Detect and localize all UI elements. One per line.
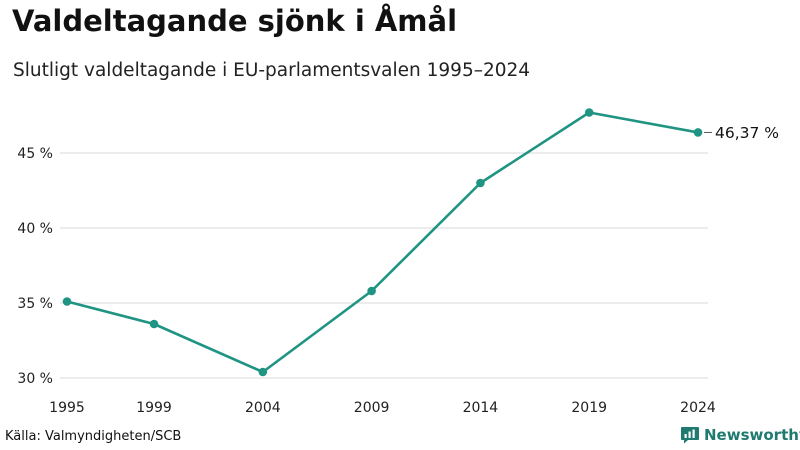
end-value-label: 46,37 % (715, 124, 779, 142)
y-tick-label: 45 % (17, 146, 53, 162)
brand-logo: Newsworthy (680, 426, 800, 444)
chart-title: Valdeltagande sjönk i Åmål (12, 4, 458, 38)
x-tick-label: 2024 (680, 400, 716, 416)
x-tick-label: 2014 (463, 400, 499, 416)
data-point (149, 319, 159, 329)
x-axis-labels: 1995 1999 2004 2009 2014 2019 2024 (49, 400, 716, 416)
y-axis-labels: 30 % 35 % 40 % 45 % (17, 146, 53, 387)
data-point (693, 128, 703, 137)
y-tick-label: 40 % (17, 221, 53, 237)
chart-subtitle: Slutligt valdeltagande i EU-parlamentsva… (13, 60, 531, 81)
x-tick-label: 2009 (354, 400, 390, 416)
data-labels: 46,37 % (704, 124, 779, 142)
y-tick-label: 35 % (17, 296, 53, 312)
gridlines (60, 152, 708, 379)
data-point (584, 108, 594, 117)
series-line (65, 111, 700, 374)
x-tick-label: 2004 (245, 400, 281, 416)
x-tick-label: 1995 (49, 400, 85, 416)
data-point (258, 367, 268, 377)
brand-name: Newsworthy (704, 426, 800, 444)
data-point (367, 286, 376, 296)
y-tick-label: 30 % (17, 371, 53, 387)
x-tick-label: 2019 (571, 400, 607, 416)
x-tick-label: 1999 (136, 400, 172, 416)
data-point (62, 297, 72, 306)
newsworthy-icon (681, 427, 699, 444)
source-note: Källa: Valmyndigheten/SCB (5, 429, 182, 444)
series-layer (62, 108, 703, 377)
data-point (476, 178, 485, 188)
